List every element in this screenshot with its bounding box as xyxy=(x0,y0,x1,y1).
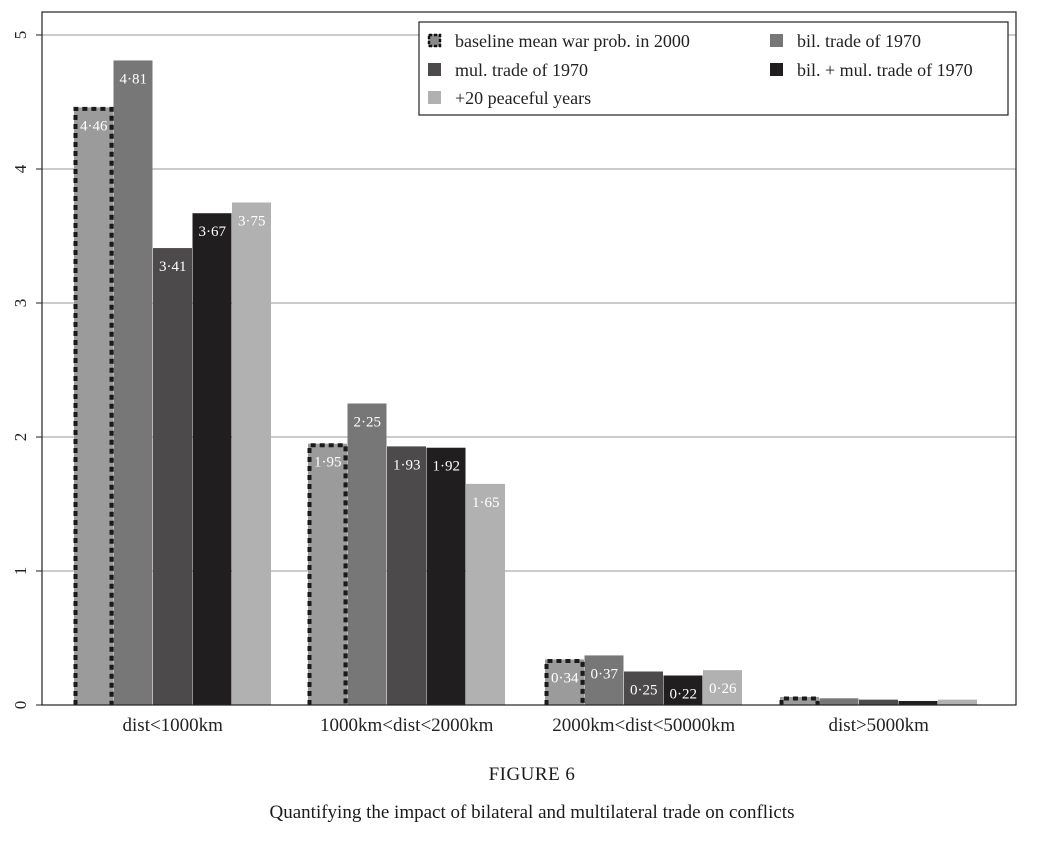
data-label: 3·41 xyxy=(159,259,187,275)
bar xyxy=(819,698,859,705)
data-label: 0·22 xyxy=(670,687,698,703)
bar xyxy=(859,699,898,705)
baseline-bar-outline xyxy=(307,443,348,705)
bar xyxy=(780,696,819,705)
bar xyxy=(466,483,505,705)
bar xyxy=(584,655,624,705)
bar xyxy=(232,202,271,705)
legend-swatch xyxy=(428,91,441,104)
bar xyxy=(703,670,742,705)
y-tick-label: 2 xyxy=(11,433,30,442)
y-tick-label: 3 xyxy=(11,299,30,308)
baseline-bar-outline xyxy=(73,106,114,705)
x-tick-label: 1000km<dist<2000km xyxy=(320,715,494,736)
legend-swatch xyxy=(428,63,441,76)
legend-swatch-outline xyxy=(427,33,442,48)
legend: baseline mean war prob. in 2000 bil. trad… xyxy=(418,21,1009,116)
data-label: 1·92 xyxy=(433,459,461,475)
legend-swatch xyxy=(770,34,783,47)
bar xyxy=(113,60,153,705)
bar xyxy=(74,107,113,706)
figure-label: FIGURE 6 xyxy=(488,764,576,785)
data-label: 3·75 xyxy=(238,214,266,230)
x-tick-label: dist<1000km xyxy=(123,715,224,736)
data-label: 4·81 xyxy=(120,71,148,87)
bar xyxy=(308,443,347,705)
bar xyxy=(545,659,584,705)
bar xyxy=(153,248,192,705)
data-label: 4·46 xyxy=(80,118,108,134)
bar xyxy=(347,403,387,705)
baseline-bar-outline xyxy=(779,696,820,705)
x-axis: dist<1000km 1000km<dist<2000km 2000km<dist… xyxy=(123,715,930,736)
baseline-bar-outline xyxy=(544,658,585,705)
x-tick-label: dist>5000km xyxy=(829,715,930,736)
y-tick-label: 5 xyxy=(11,31,30,40)
bar xyxy=(192,213,232,705)
bar xyxy=(624,671,663,705)
bar-chart: 4·46 4·81 3·41 3·67 3·75 1·95 2·25 1·93 1·92 1·65… xyxy=(11,11,1017,736)
data-label: 0·37 xyxy=(591,666,619,682)
legend-label: +20 peaceful years xyxy=(455,88,591,108)
legend-box xyxy=(418,21,1009,116)
data-label: 0·26 xyxy=(709,681,737,697)
bar xyxy=(387,446,426,705)
legend-swatch xyxy=(428,34,441,47)
plot-frame xyxy=(41,11,1017,706)
y-tick-label: 1 xyxy=(11,567,30,576)
bar xyxy=(898,700,938,705)
bar xyxy=(426,447,466,705)
legend-label: bil. trade of 1970 xyxy=(797,31,921,51)
legend-swatch xyxy=(770,63,783,76)
legend-label: bil. + mul. trade of 1970 xyxy=(797,60,973,80)
y-tick-label: 4 xyxy=(11,164,30,173)
data-label: 0·25 xyxy=(630,683,658,699)
data-labels: 4·46 4·81 3·41 3·67 3·75 1·95 2·25 1·93 1·92 1·65… xyxy=(80,71,737,702)
data-label: 1·95 xyxy=(314,455,342,471)
bar xyxy=(663,675,703,705)
legend-label: baseline mean war prob. in 2000 xyxy=(455,31,690,51)
bars xyxy=(73,60,977,706)
bar xyxy=(938,699,977,705)
y-axis: 0 1 2 3 4 5 xyxy=(11,31,42,710)
figure-caption: Quantifying the impact of bilateral and … xyxy=(269,802,795,823)
data-label: 1·93 xyxy=(393,457,421,473)
legend-label: mul. trade of 1970 xyxy=(455,60,588,80)
data-label: 0·34 xyxy=(551,670,579,686)
y-tick-label: 0 xyxy=(11,701,30,710)
data-label: 1·65 xyxy=(472,495,500,511)
data-label: 2·25 xyxy=(354,415,382,431)
data-label: 3·67 xyxy=(199,224,227,240)
x-tick-label: 2000km<dist<50000km xyxy=(552,715,735,736)
